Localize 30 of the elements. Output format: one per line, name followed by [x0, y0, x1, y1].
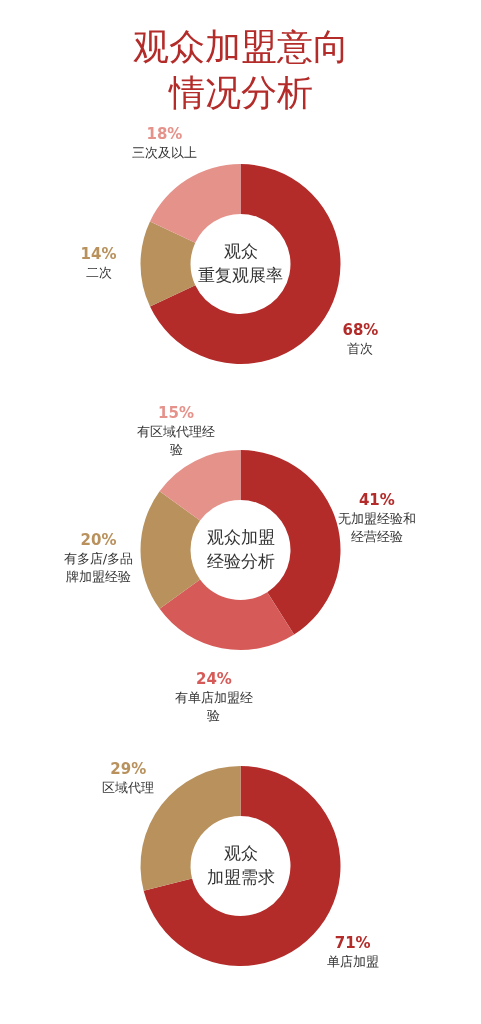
chart-title: 观众加盟意向情况分析 — [131, 25, 350, 115]
donut-slice — [140, 491, 201, 609]
slice-label: 三次及以上 — [131, 145, 197, 161]
slice-label: 单店加盟 — [326, 954, 379, 970]
text: 观众加盟 — [206, 527, 275, 547]
data-label: 24% — [195, 670, 232, 689]
donut-slice — [150, 164, 341, 364]
data-label: 15% — [158, 404, 194, 423]
text: 经验分析 — [206, 551, 275, 571]
slice-label: 有多店/多品牌加盟经验 — [63, 551, 134, 584]
text: 观众 — [223, 843, 258, 863]
text: 观众 — [223, 241, 258, 261]
donut-slice — [140, 221, 196, 307]
slice-label: 有单店加盟经验 — [174, 690, 253, 724]
slice-label: 有区域代理经验 — [137, 424, 216, 458]
data-label: 41% — [358, 491, 395, 510]
data-label: 18% — [146, 125, 183, 144]
text: 重复观展率 — [198, 265, 283, 285]
slice-label: 无加盟经验和经营经验 — [337, 511, 416, 545]
data-label: 14% — [80, 245, 117, 263]
donut-slice — [150, 164, 241, 243]
slice-label: 首次 — [347, 341, 374, 357]
donut-slice — [159, 579, 295, 650]
slice-label: 二次 — [85, 265, 112, 280]
data-label: 29% — [110, 759, 147, 778]
data-label: 20% — [80, 531, 117, 549]
text: 加盟需求 — [206, 867, 275, 887]
slice-label: 区域代理 — [102, 779, 155, 795]
data-label: 68% — [342, 321, 379, 340]
data-label: 71% — [334, 934, 371, 953]
